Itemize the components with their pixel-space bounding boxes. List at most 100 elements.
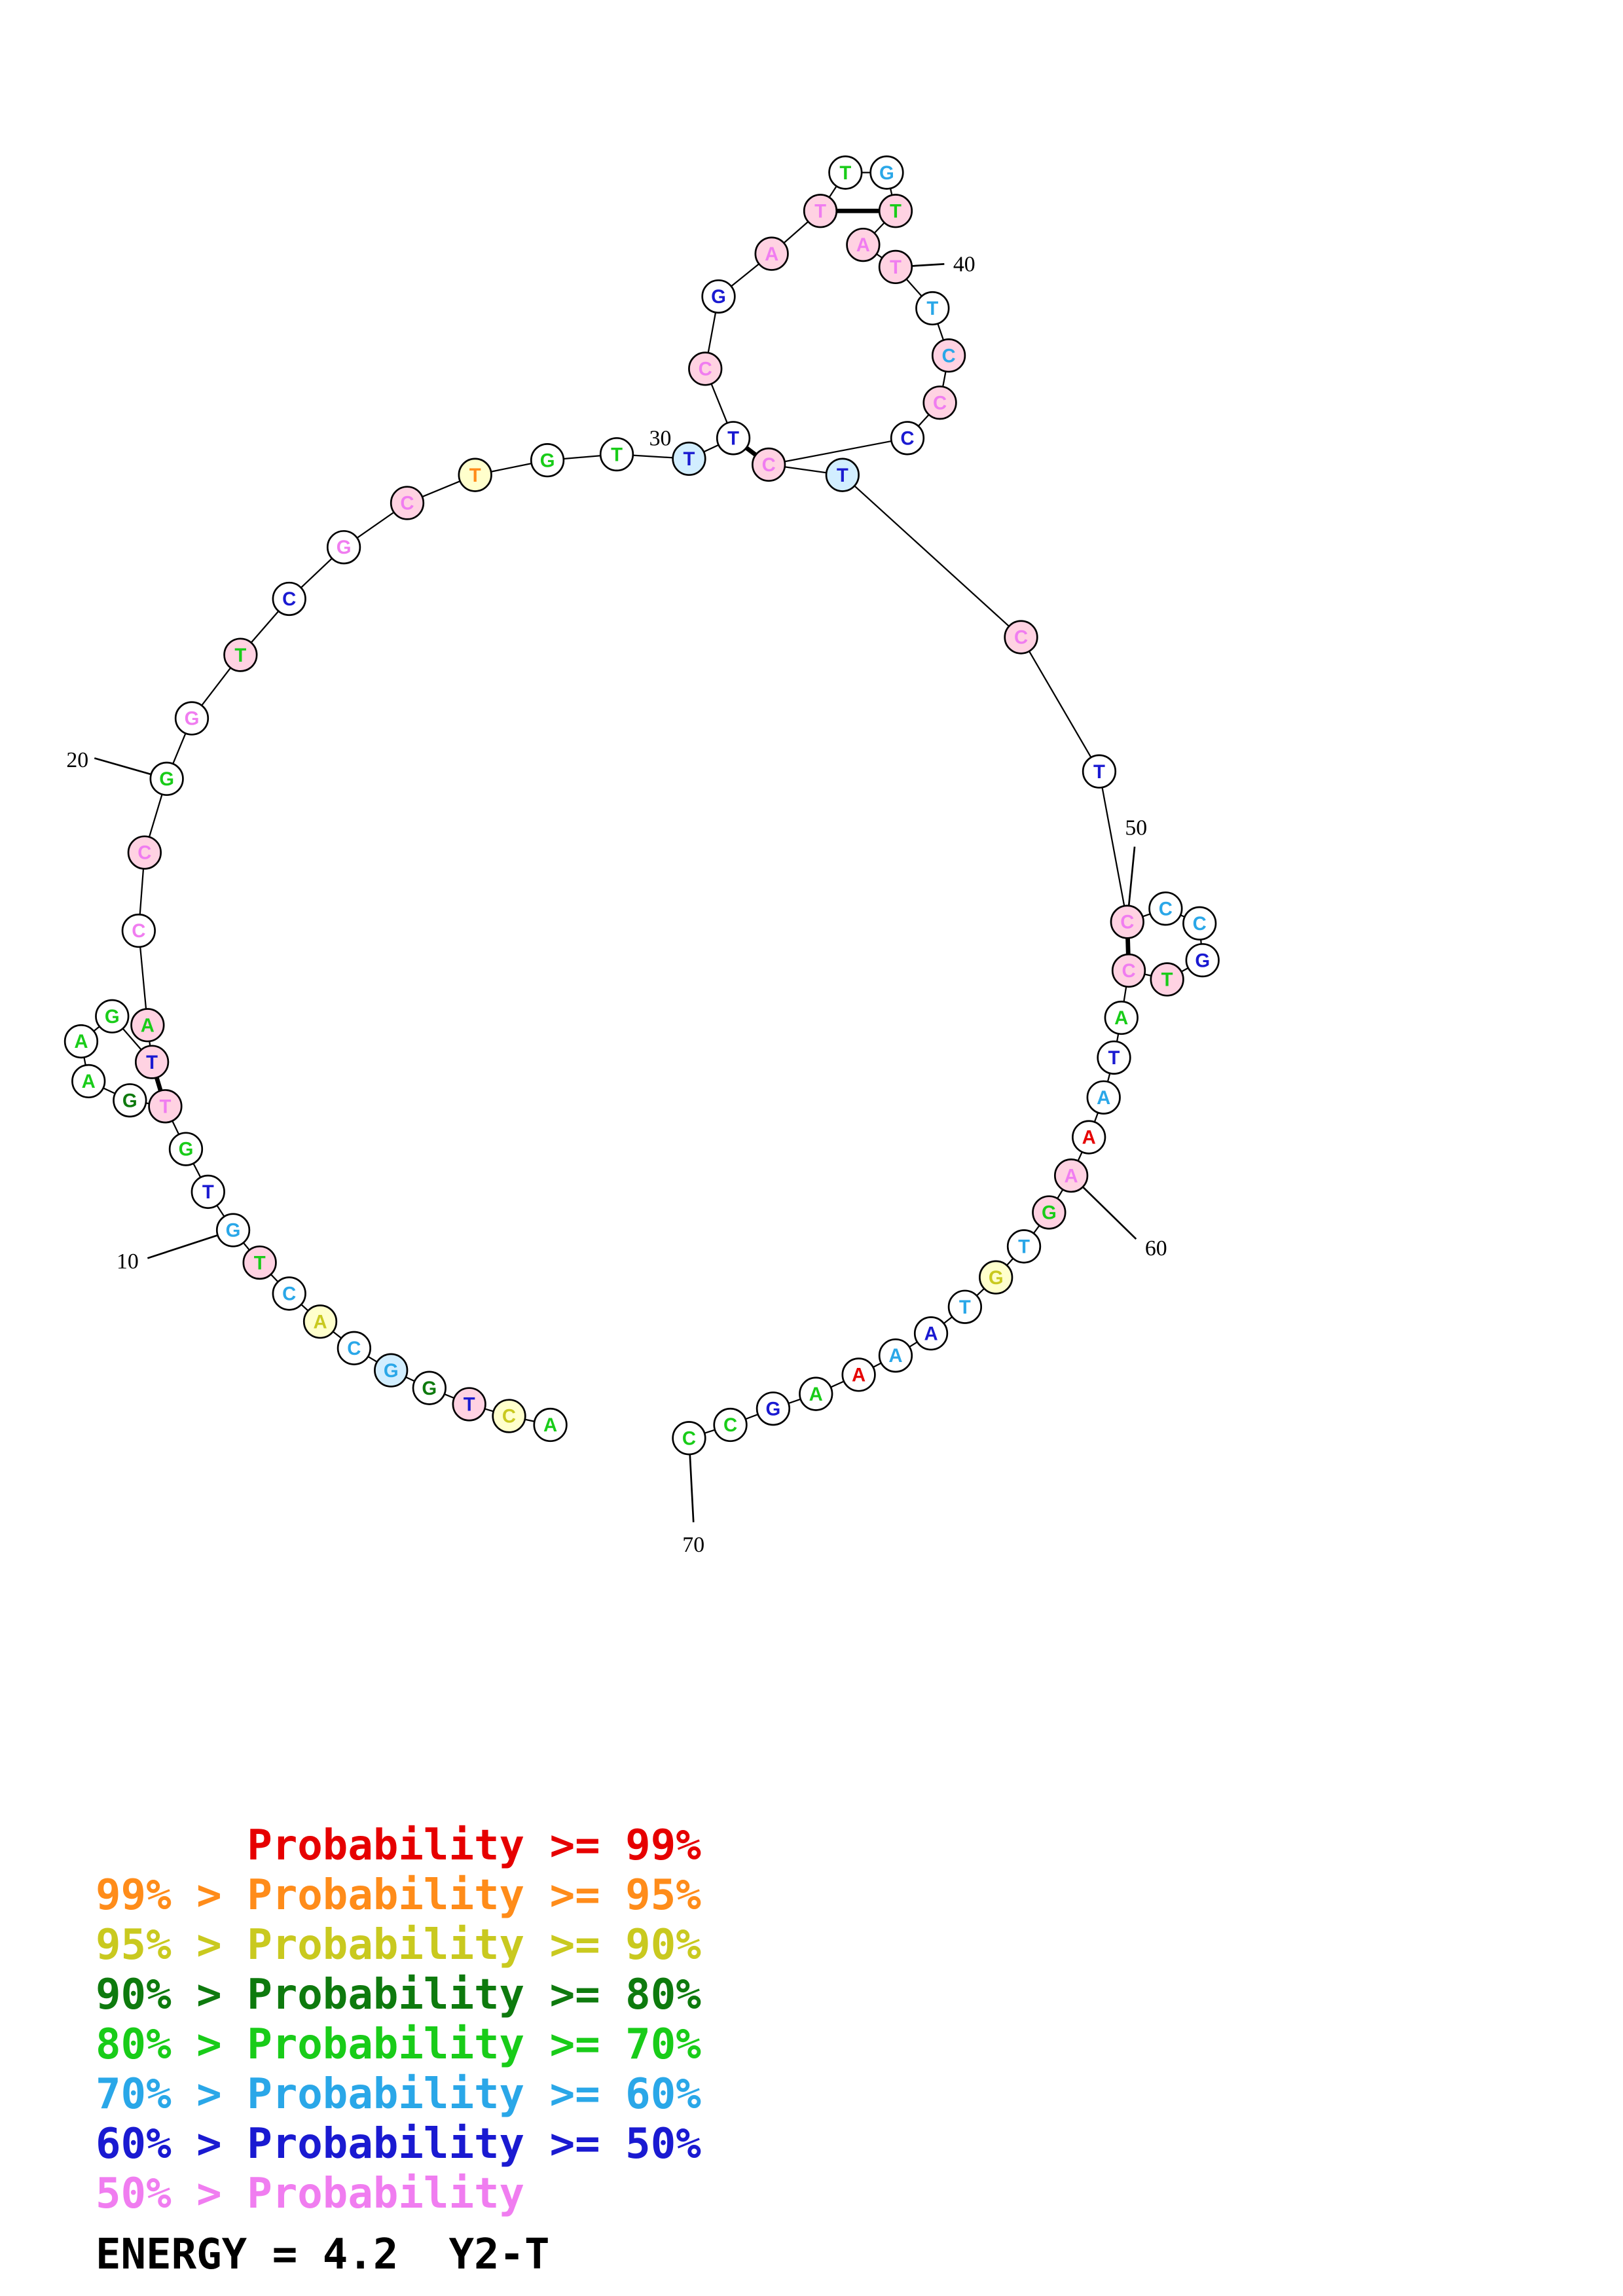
nucleotide-circle-25 [272, 581, 306, 617]
nucleotide-letter-65: A [924, 1323, 938, 1344]
nucleotide-circle-64 [947, 1289, 983, 1324]
nucleotide-letter-8: C [282, 1283, 296, 1305]
nucleotide-circle-60 [1053, 1158, 1089, 1193]
nucleotide-letter-44: C [933, 392, 947, 414]
nucleotide-circle-13 [148, 1089, 183, 1124]
nucleotide-letter-1: A [543, 1414, 557, 1436]
nucleotide-circle-43 [931, 338, 966, 373]
position-label: 70 [682, 1533, 704, 1557]
nucleotide-circle-49 [1082, 754, 1117, 789]
nucleotide-circle-70 [713, 1407, 748, 1443]
nucleotide-circle-55 [1111, 953, 1146, 988]
nucleotide-circle-63 [979, 1260, 1013, 1295]
structure-plot: 10203040506070ACTGGCACTGTGTGAAGTACCGGTCG… [64, 155, 1220, 1557]
nucleotide-letter-28: T [469, 465, 481, 486]
nucleotide-circle-40 [846, 227, 881, 262]
energy-label: ENERGY = 4.2 Y2-T [96, 2231, 550, 2279]
legend-entry-7: 60% > Probability >= 50% [96, 2120, 701, 2168]
nucleotide-letter-34: G [711, 286, 726, 308]
nucleotide-circle-44 [922, 386, 957, 420]
nucleotide-circle-66 [878, 1338, 913, 1373]
nucleotide-letter-38: G [879, 162, 894, 184]
nucleotide-circle-17 [95, 999, 130, 1033]
nucleotide-letter-32: T [727, 427, 739, 449]
nucleotide-circle-54 [1150, 962, 1184, 997]
nucleotide-letter-21: C [137, 842, 151, 864]
nucleotide-letter-12: G [179, 1139, 194, 1160]
nucleotide-circle-27 [390, 486, 425, 520]
nucleotide-circle-8 [272, 1276, 306, 1311]
nucleotide-letter-52: C [1193, 913, 1207, 935]
nucleotide-letter-47: T [837, 465, 848, 486]
nucleotide-circle-19 [130, 1008, 165, 1043]
nucleotide-circle-37 [828, 155, 863, 190]
nucleotide-circle-2 [492, 1399, 526, 1433]
nucleotide-letter-7: A [313, 1311, 327, 1333]
nucleotide-circle-65 [913, 1316, 949, 1351]
nucleotide-letter-51: C [1159, 898, 1173, 920]
nucleotide-circle-7 [302, 1304, 338, 1339]
nucleotide-letter-16: A [74, 1031, 88, 1052]
nucleotide-letter-24: T [234, 645, 246, 666]
nucleotide-letter-5: G [384, 1360, 399, 1382]
nucleotide-circle-32 [716, 421, 751, 456]
nucleotide-circle-50 [1110, 905, 1144, 939]
nucleotide-circle-15 [71, 1064, 106, 1099]
nucleotide-circle-47 [825, 457, 860, 492]
nucleotide-letter-49: T [1093, 761, 1105, 783]
nucleotide-letter-13: T [159, 1096, 171, 1117]
legend-entry-2: 99% > Probability >= 95% [96, 1871, 701, 1920]
nucleotide-letter-41: T [890, 257, 902, 278]
backbone-line [1098, 771, 1128, 922]
nucleotide-circle-67 [841, 1357, 876, 1392]
legend-entry-4: 90% > Probability >= 80% [96, 1971, 701, 2019]
nucleotide-circle-36 [803, 194, 838, 228]
nucleotide-letter-45: C [900, 427, 914, 449]
nucleotide-letter-26: G [337, 537, 352, 558]
nucleotide-letter-14: G [122, 1090, 137, 1111]
nucleotide-letter-54: T [1161, 969, 1173, 991]
nucleotide-circle-5 [374, 1353, 409, 1388]
nucleotide-circle-16 [64, 1024, 99, 1059]
nucleotide-letter-57: T [1108, 1047, 1120, 1069]
nucleotide-letter-6: C [347, 1338, 361, 1359]
nucleotide-letter-36: T [814, 200, 826, 222]
nucleotide-circle-28 [458, 457, 492, 492]
nucleotide-letter-67: A [852, 1365, 866, 1386]
nucleotide-circle-26 [326, 529, 361, 565]
legend-entry-6: 70% > Probability >= 60% [96, 2070, 701, 2119]
nucleotide-letter-64: T [959, 1297, 971, 1318]
nucleotide-circle-58 [1086, 1080, 1121, 1115]
nucleotide-letter-48: C [1014, 627, 1028, 649]
position-label: 40 [953, 253, 976, 277]
nucleotide-letter-4: G [422, 1378, 437, 1399]
backbone-line [842, 474, 1022, 638]
probability-legend: Probability >= 99% 99% > Probability >= 9… [96, 1821, 701, 2219]
nucleotide-circle-4 [412, 1371, 447, 1405]
nucleotide-letter-69: G [766, 1398, 781, 1420]
nucleotide-circle-69 [756, 1391, 791, 1426]
nucleotide-circle-68 [799, 1376, 833, 1411]
nucleotide-letter-61: G [1042, 1202, 1057, 1224]
nucleotide-letter-19: A [141, 1014, 155, 1036]
nucleotide-circle-31 [672, 441, 706, 476]
nucleotide-letter-55: C [1122, 960, 1135, 982]
nucleotide-circle-38 [869, 155, 904, 190]
nucleotide-letter-62: T [1018, 1236, 1030, 1257]
nucleotide-circle-22 [149, 761, 184, 797]
nucleotide-letter-63: G [989, 1267, 1004, 1289]
nucleotide-circle-56 [1104, 1000, 1139, 1035]
nucleotide-circle-12 [168, 1132, 204, 1166]
nucleotide-circle-23 [174, 701, 210, 736]
nucleotide-circle-21 [127, 835, 162, 870]
nucleotide-letter-58: A [1097, 1087, 1110, 1109]
nucleotide-circle-39 [878, 194, 913, 228]
nucleotide-circle-34 [701, 279, 736, 314]
nucleotide-letter-11: T [202, 1181, 214, 1203]
nucleotide-letter-66: A [888, 1345, 902, 1367]
nucleotide-circle-35 [754, 236, 789, 271]
position-label: 30 [649, 427, 672, 451]
nucleotide-circle-33 [688, 351, 723, 386]
nucleotide-letter-39: T [890, 200, 902, 222]
nucleotide-circle-14 [113, 1083, 147, 1118]
